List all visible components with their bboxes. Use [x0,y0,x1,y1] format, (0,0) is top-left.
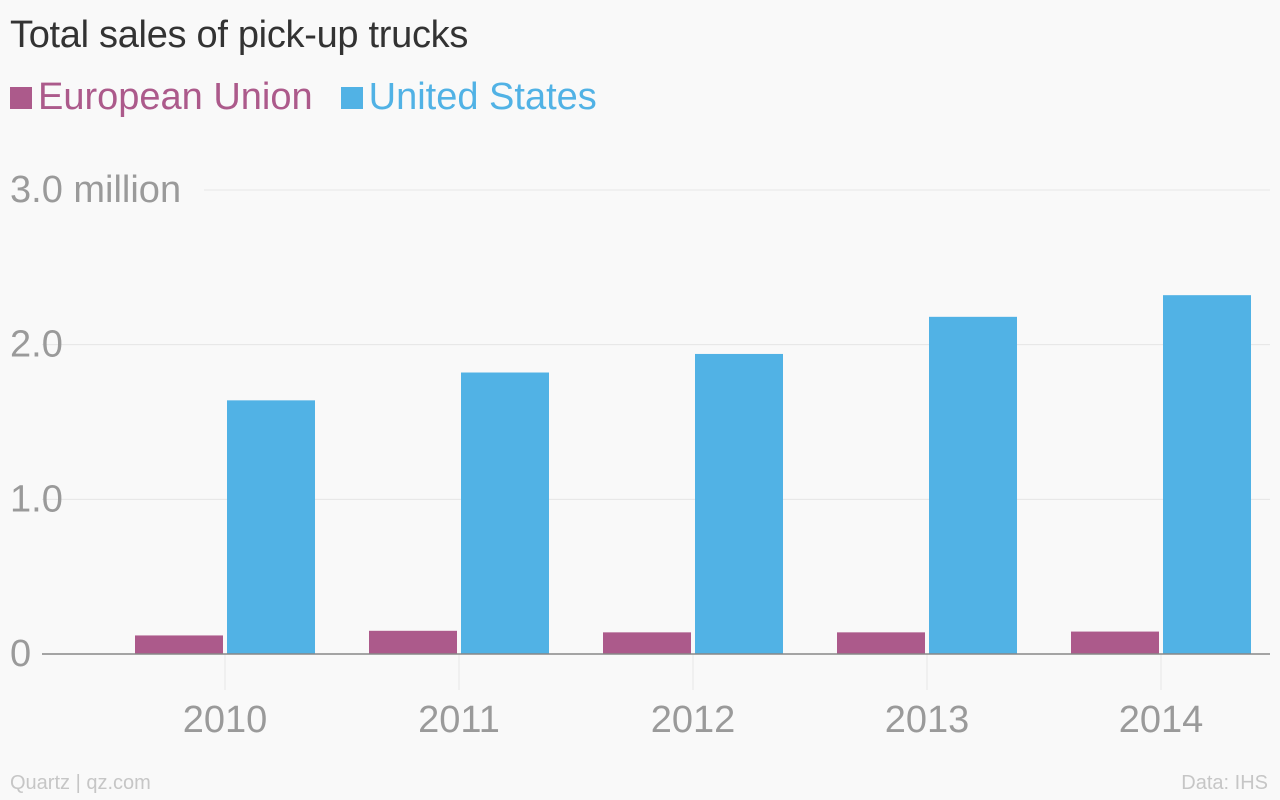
bar-united-states-2014 [1163,295,1251,654]
legend-item-european-union: European Union [10,76,313,119]
chart-legend: European Union United States [10,76,625,119]
legend-item-united-states: United States [340,76,597,119]
bar-european-union-2013 [837,632,925,654]
bar-european-union-2014 [1071,631,1159,654]
x-tick-label: 2014 [1119,699,1204,741]
bar-european-union-2011 [369,630,457,654]
y-tick-label: 0 [10,633,31,675]
x-tick-label: 2010 [183,699,268,741]
legend-label-european-union: European Union [38,76,313,118]
x-tick-label: 2013 [885,699,970,741]
y-tick-label: 2.0 [10,324,63,366]
bar-united-states-2010 [227,400,315,654]
bar-european-union-2012 [603,632,691,654]
y-tick-label: 3.0 million [10,169,181,211]
legend-swatch-united-states [340,86,363,109]
bar-european-union-2010 [135,635,223,654]
chart-title: Total sales of pick-up trucks [10,14,469,56]
bar-united-states-2011 [461,372,549,654]
x-tick-label: 2012 [651,699,736,741]
x-tick-label: 2011 [418,699,500,741]
legend-label-united-states: United States [368,76,597,118]
y-tick-label: 1.0 [10,478,63,520]
source-credit: Quartz | qz.com [10,772,151,794]
data-source: Data: IHS [1181,772,1268,794]
legend-swatch-european-union [10,86,32,109]
bar-united-states-2013 [929,316,1017,654]
bar-united-states-2012 [695,353,783,654]
